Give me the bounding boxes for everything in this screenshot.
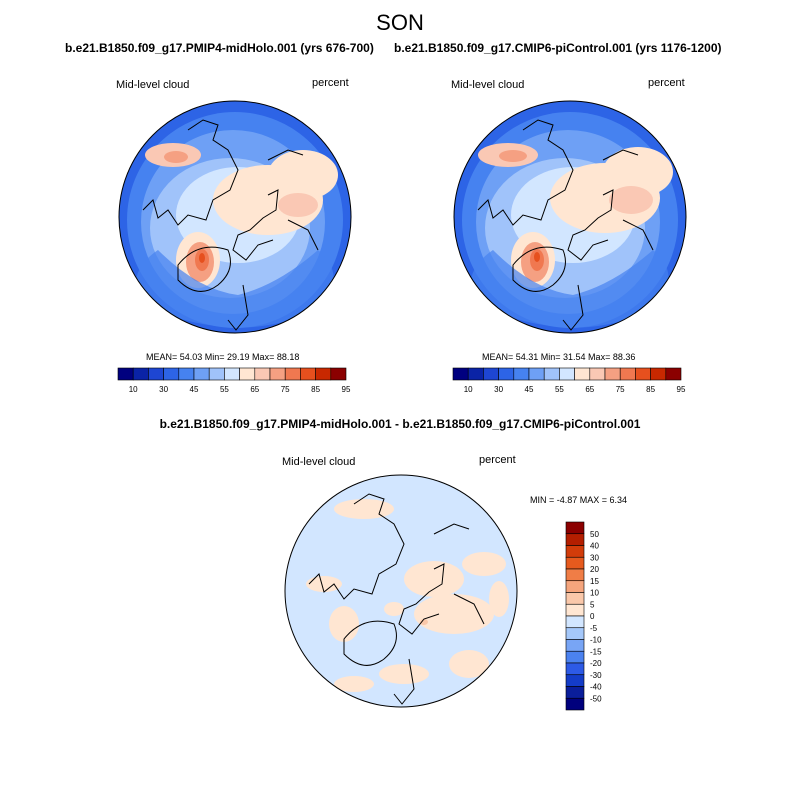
panel-right-colorbar-swatch xyxy=(543,367,560,381)
panel-right-colorbar-tick-label: 30 xyxy=(494,385,503,394)
panel-right-map xyxy=(453,100,687,334)
diff-colorbar-swatch xyxy=(565,556,585,570)
season-title: SON xyxy=(376,10,424,35)
diff-map xyxy=(284,474,518,708)
diff-colorbar-level-label: 5 xyxy=(590,600,595,609)
panel-left-colorbar-swatch xyxy=(224,367,240,381)
diff-colorbar-swatch xyxy=(565,674,585,687)
panel-left-colorbar-tick-label: 45 xyxy=(190,385,199,394)
panel-right-colorbar-swatch xyxy=(513,367,530,381)
panel-right-colorbar-swatch xyxy=(498,367,515,381)
diff-colorbar-swatch xyxy=(565,639,585,652)
panel-left-colorbar-tick-label: 85 xyxy=(311,385,320,394)
diff-colorbar-swatch xyxy=(565,580,585,593)
panel-left-colorbar-swatch xyxy=(300,367,316,381)
panel-left-colorbar-swatch xyxy=(330,367,347,381)
diff-colorbar-level-label: -20 xyxy=(590,659,602,668)
panel-right-colorbar-tick-label: 95 xyxy=(677,385,686,394)
panel-right-colorbar-swatch xyxy=(467,367,484,381)
diff-colorbar-swatch xyxy=(565,521,585,535)
panel-right-colorbar-tick-label: 85 xyxy=(646,385,655,394)
panel-left-colorbar-tick-label: 10 xyxy=(129,385,138,394)
panel-right-colorbar-swatch xyxy=(650,367,667,381)
panel-right-coastlines xyxy=(477,119,654,331)
panel-left-title: b.e21.B1850.f09_g17.PMIP4-midHolo.001 (y… xyxy=(65,41,374,55)
panel-left-colorbar-swatch xyxy=(284,367,301,381)
diff-colorbar-swatch xyxy=(565,650,585,664)
panel-left-colorbar-swatch xyxy=(193,367,210,381)
panel-left-units: percent xyxy=(312,77,349,89)
panel-left-stats: MEAN= 54.03 Min= 29.19 Max= 88.18 xyxy=(146,352,300,362)
panel-left-colorbar-tick-label: 95 xyxy=(342,385,351,394)
diff-colorbar-swatch xyxy=(565,697,585,711)
diff-colorbar-level-label: -5 xyxy=(590,624,598,633)
panel-left-colorbar-tick-label: 65 xyxy=(250,385,259,394)
panel-left-colorbar-swatch xyxy=(163,367,180,381)
panel-left-colorbar-swatch xyxy=(178,367,195,381)
panel-left-coastlines xyxy=(142,119,319,331)
panel-left-colorbar-swatch xyxy=(132,367,149,381)
diff-colorbar-swatch xyxy=(565,592,585,605)
diff-colorbar-swatch xyxy=(565,615,585,629)
diff-variable: Mid-level cloud xyxy=(282,456,356,468)
diff-colorbar-level-label: -50 xyxy=(590,694,602,703)
diff-colorbar-level-label: 50 xyxy=(590,530,599,539)
panel-right-stats: MEAN= 54.31 Min= 31.54 Max= 88.36 xyxy=(482,352,636,362)
diff-colorbar-swatch xyxy=(565,686,585,699)
diff-coastlines xyxy=(308,493,485,705)
panel-left-colorbar-swatch xyxy=(208,367,225,381)
panel-right-colorbar: 10 30 45 55 65 75 85 95 xyxy=(452,367,686,394)
panel-right-colorbar-tick-label: 45 xyxy=(525,385,534,394)
diff-colorbar-level-label: 30 xyxy=(590,553,599,562)
diff-colorbar-level-label: 15 xyxy=(590,577,599,586)
panel-right-colorbar-swatch xyxy=(665,367,682,381)
panel-right-colorbar-tick-label: 65 xyxy=(585,385,594,394)
diff-colorbar-swatch xyxy=(565,568,585,582)
panel-left-colorbar-swatch xyxy=(254,367,271,381)
panel-left-colorbar-swatch xyxy=(269,367,286,381)
diff-colorbar-level-label: 40 xyxy=(590,542,599,551)
diff-colorbar-level-label: 20 xyxy=(590,565,599,574)
diff-colorbar-level-label: -10 xyxy=(590,636,602,645)
panel-left-colorbar-swatch xyxy=(117,367,134,381)
panel-left-colorbar-swatch xyxy=(239,367,256,381)
diff-colorbar-level-label: -15 xyxy=(590,647,602,656)
panel-right-colorbar-swatch xyxy=(559,367,575,381)
panel-right-colorbar-swatch xyxy=(574,367,591,381)
panel-right-colorbar-swatch xyxy=(528,367,545,381)
panel-right-colorbar-swatch xyxy=(635,367,651,381)
diff-colorbar-level-label: -40 xyxy=(590,683,602,692)
diff-colorbar-swatch xyxy=(565,627,585,640)
panel-right-colorbar-swatch xyxy=(619,367,636,381)
panel-left-variable: Mid-level cloud xyxy=(116,79,190,91)
panel-right-colorbar-swatch xyxy=(589,367,606,381)
panel-left-colorbar-swatch xyxy=(315,367,332,381)
panel-right-colorbar-tick-label: 10 xyxy=(464,385,473,394)
diff-minmax: MIN = -4.87 MAX = 6.34 xyxy=(530,495,628,505)
panel-left-colorbar: 10 30 45 55 65 75 85 95 xyxy=(117,367,351,394)
panel-right-colorbar-swatch xyxy=(483,367,499,381)
panel-right-colorbar-swatch xyxy=(452,367,469,381)
diff-title: b.e21.B1850.f09_g17.PMIP4-midHolo.001 - … xyxy=(159,417,641,431)
panel-right-title: b.e21.B1850.f09_g17.CMIP6-piControl.001 … xyxy=(394,41,722,55)
diff-colorbar-swatch xyxy=(565,603,585,617)
diff-colorbar-swatch xyxy=(565,662,585,676)
diff-colorbar-level-label: -30 xyxy=(590,671,602,680)
diff-units: percent xyxy=(479,454,516,466)
panel-left-colorbar-tick-label: 30 xyxy=(159,385,168,394)
panel-right-units: percent xyxy=(648,77,685,89)
panel-right-colorbar-swatch xyxy=(604,367,621,381)
panel-right-colorbar-tick-label: 75 xyxy=(616,385,625,394)
panel-right-variable: Mid-level cloud xyxy=(451,79,525,91)
panel-left-colorbar-swatch xyxy=(148,367,164,381)
panel-left-colorbar-tick-label: 55 xyxy=(220,385,229,394)
diff-colorbar-level-label: 0 xyxy=(590,612,595,621)
panel-left-map xyxy=(118,100,352,334)
panel-right-colorbar-tick-label: 55 xyxy=(555,385,564,394)
panel-left-colorbar-tick-label: 75 xyxy=(281,385,290,394)
diff-colorbar-swatch xyxy=(565,545,585,558)
diff-colorbar-swatch xyxy=(565,533,585,546)
diff-colorbar-level-label: 10 xyxy=(590,589,599,598)
